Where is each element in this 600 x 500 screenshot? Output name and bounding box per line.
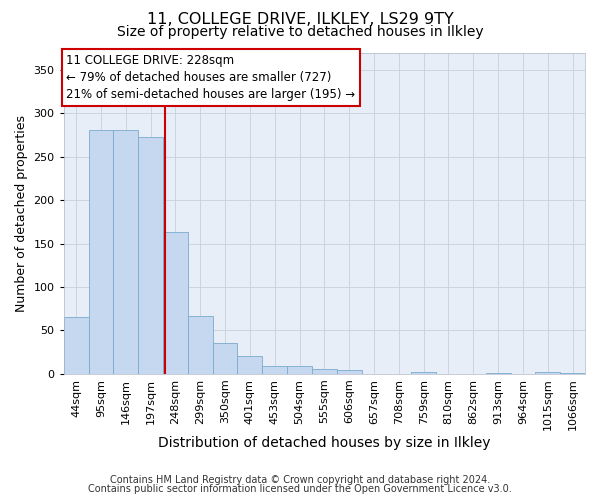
Bar	[64, 318, 89, 374]
Bar	[212, 344, 238, 374]
Bar	[188, 316, 212, 374]
Bar	[163, 232, 188, 374]
Bar	[337, 370, 362, 374]
Bar	[287, 366, 312, 374]
Bar	[411, 372, 436, 374]
Bar	[89, 130, 113, 374]
Bar	[560, 373, 585, 374]
Bar	[238, 356, 262, 374]
Text: Contains HM Land Registry data © Crown copyright and database right 2024.: Contains HM Land Registry data © Crown c…	[110, 475, 490, 485]
X-axis label: Distribution of detached houses by size in Ilkley: Distribution of detached houses by size …	[158, 436, 491, 450]
Bar	[312, 370, 337, 374]
Bar	[535, 372, 560, 374]
Text: Size of property relative to detached houses in Ilkley: Size of property relative to detached ho…	[116, 25, 484, 39]
Text: 11, COLLEGE DRIVE, ILKLEY, LS29 9TY: 11, COLLEGE DRIVE, ILKLEY, LS29 9TY	[146, 12, 454, 28]
Y-axis label: Number of detached properties: Number of detached properties	[15, 114, 28, 312]
Bar	[138, 136, 163, 374]
Bar	[262, 366, 287, 374]
Bar	[486, 373, 511, 374]
Bar	[113, 130, 138, 374]
Text: Contains public sector information licensed under the Open Government Licence v3: Contains public sector information licen…	[88, 484, 512, 494]
Text: 11 COLLEGE DRIVE: 228sqm
← 79% of detached houses are smaller (727)
21% of semi-: 11 COLLEGE DRIVE: 228sqm ← 79% of detach…	[67, 54, 355, 101]
